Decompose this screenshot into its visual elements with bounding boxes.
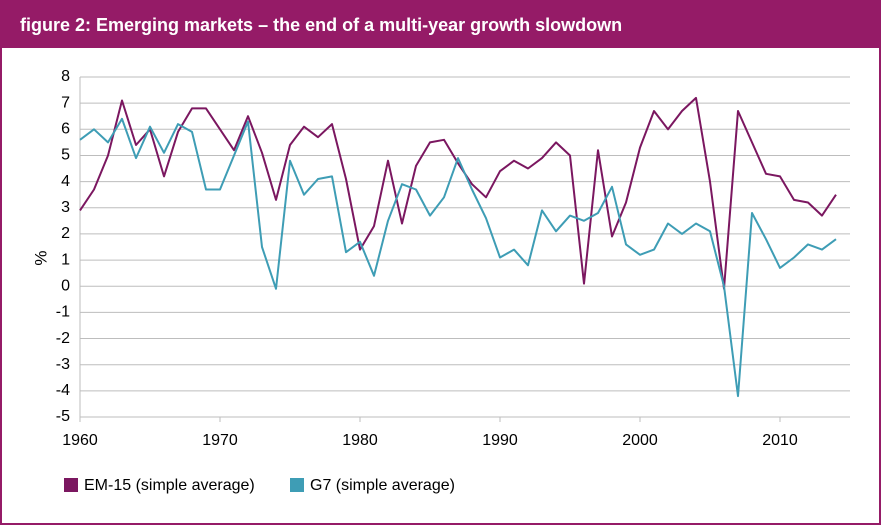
legend-label: G7 (simple average) [310,477,455,494]
x-tick-label: 2010 [762,432,798,449]
x-tick-label: 1980 [342,432,378,449]
y-tick-label: 3 [61,199,70,216]
line-series [79,117,837,398]
chart-title: figure 2: Emerging markets – the end of … [20,15,622,35]
y-tick-label: 8 [61,68,70,85]
y-tick-label: -5 [56,408,70,425]
y-tick-label: -1 [56,304,70,321]
y-tick-label: 1 [61,251,70,268]
x-tick-label: 1960 [62,432,98,449]
y-tick-label: 0 [61,277,70,294]
y-tick-label: -2 [56,330,70,347]
x-tick-label: 1990 [482,432,518,449]
legend-swatch [64,478,78,492]
y-tick-label: -4 [56,382,70,399]
y-tick-label: 7 [61,94,70,111]
line-series [79,96,837,290]
y-tick-label: 4 [61,173,70,190]
y-axis-label: % [31,250,50,265]
y-tick-label: -3 [56,356,70,373]
x-tick-label: 1970 [202,432,238,449]
x-tick-label: 2000 [622,432,658,449]
title-bar [0,0,881,48]
y-tick-label: 2 [61,225,70,242]
y-tick-label: 6 [61,121,70,138]
legend-swatch [290,478,304,492]
legend-label: EM-15 (simple average) [84,477,255,494]
y-tick-label: 5 [61,147,70,164]
